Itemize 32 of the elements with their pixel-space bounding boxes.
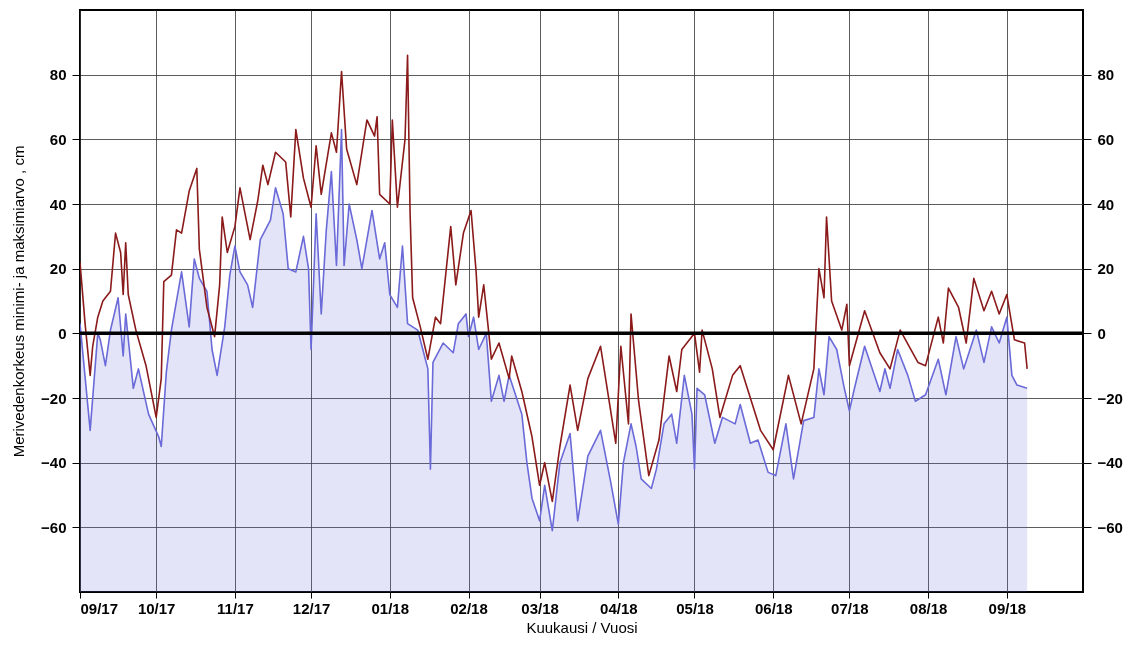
y-tick-label: 60 bbox=[49, 130, 67, 148]
x-tick-label: 04/18 bbox=[600, 599, 638, 617]
x-tick-label: 09/18 bbox=[988, 599, 1027, 617]
x-axis-title: Kuukausi / Vuosi bbox=[526, 618, 638, 636]
x-tick-label: 03/18 bbox=[521, 599, 559, 617]
y2-tick-label: 0 bbox=[1097, 324, 1106, 342]
y-axis-title: Merivedenkorkeus minimi- ja maksimiarvo , cm bbox=[10, 145, 28, 458]
y-tick-label: −20 bbox=[41, 389, 67, 407]
y-tick-label: −40 bbox=[41, 454, 67, 472]
x-tick-label: 08/18 bbox=[909, 599, 948, 617]
x-tick-label: 12/17 bbox=[292, 599, 331, 617]
x-tick-label: 07/18 bbox=[831, 599, 869, 617]
y-tick-label: 20 bbox=[49, 260, 67, 278]
y2-tick-label: −60 bbox=[1097, 518, 1123, 536]
y2-tick-label: 80 bbox=[1097, 66, 1115, 84]
y-tick-label: 0 bbox=[58, 324, 67, 342]
x-tick-label: 05/18 bbox=[676, 599, 714, 617]
x-tick-label: 09/17 bbox=[80, 599, 119, 617]
y2-tick-label: 20 bbox=[1097, 260, 1115, 278]
x-tick-label: 11/17 bbox=[217, 599, 254, 617]
y-tick-label: −60 bbox=[41, 518, 67, 536]
y2-tick-label: 40 bbox=[1097, 195, 1115, 213]
y2-tick-label: −40 bbox=[1097, 454, 1123, 472]
y2-tick-label: 60 bbox=[1097, 130, 1115, 148]
x-tick-label: 06/18 bbox=[754, 599, 793, 617]
x-tick-label: 02/18 bbox=[450, 599, 488, 617]
y-tick-label: 40 bbox=[49, 195, 67, 213]
x-tick-label: 10/17 bbox=[137, 599, 176, 617]
line-series bbox=[80, 54, 1028, 503]
y-tick-label: 80 bbox=[49, 66, 67, 84]
x-tick-label: 01/18 bbox=[371, 599, 410, 617]
y2-tick-label: −20 bbox=[1097, 389, 1123, 407]
